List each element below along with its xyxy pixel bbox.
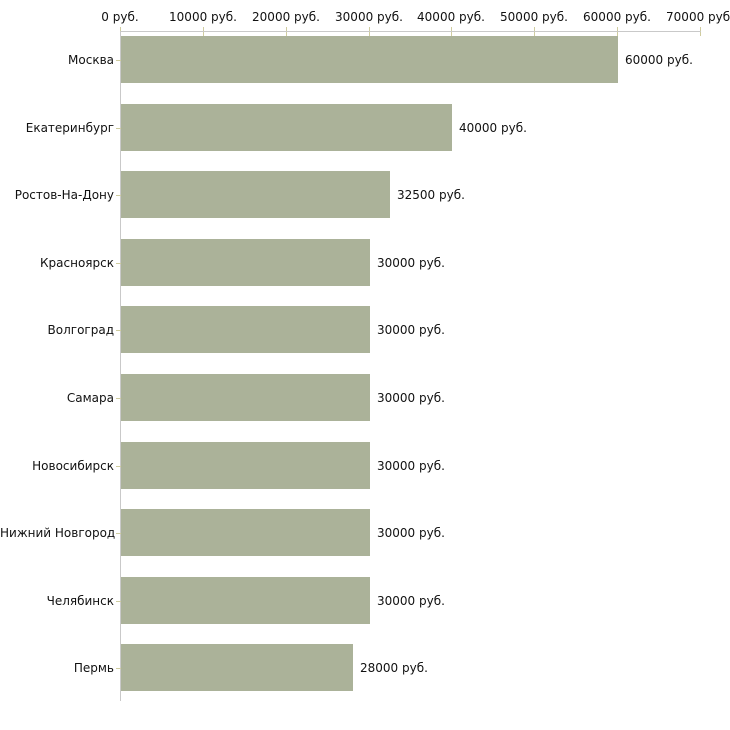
- value-label: 60000 руб.: [625, 53, 693, 67]
- x-tick-label: 20000 руб.: [252, 10, 320, 24]
- y-axis-line: [120, 31, 121, 701]
- bar-2: [121, 104, 452, 151]
- bar-1: [121, 36, 618, 83]
- category-label: Новосибирск: [32, 459, 114, 473]
- x-tick-label: 40000 руб.: [417, 10, 485, 24]
- bar-6: [121, 374, 370, 421]
- y-tick-mark: [116, 398, 121, 399]
- category-label: Самара: [66, 391, 114, 405]
- x-tick-label: 60000 руб.: [583, 10, 651, 24]
- category-label: Екатеринбург: [25, 121, 114, 135]
- category-label: Пермь: [73, 661, 114, 675]
- bar-4: [121, 239, 370, 286]
- bar-9: [121, 577, 370, 624]
- y-tick-mark: [116, 195, 121, 196]
- bar-10: [121, 644, 353, 691]
- value-label: 30000 руб.: [377, 526, 445, 540]
- value-label: 30000 руб.: [377, 594, 445, 608]
- bar-7: [121, 442, 370, 489]
- value-label: 40000 руб.: [459, 121, 527, 135]
- value-label: 28000 руб.: [360, 661, 428, 675]
- bar-3: [121, 171, 390, 218]
- value-label: 30000 руб.: [377, 256, 445, 270]
- bar-8: [121, 509, 370, 556]
- y-tick-mark: [116, 330, 121, 331]
- category-label: Нижний Новгород: [0, 526, 116, 540]
- bar-5: [121, 306, 370, 353]
- x-tick-label: 50000 руб.: [500, 10, 568, 24]
- x-tick-label: 70000 руб.: [666, 10, 730, 24]
- y-tick-mark: [116, 533, 121, 534]
- y-tick-mark: [116, 60, 121, 61]
- category-label: Ростов-На-Дону: [14, 188, 114, 202]
- y-tick-mark: [116, 668, 121, 669]
- y-tick-mark: [116, 601, 121, 602]
- category-label: Челябинск: [46, 594, 114, 608]
- x-axis-line: [120, 31, 701, 32]
- value-label: 30000 руб.: [377, 323, 445, 337]
- category-label: Красноярск: [40, 256, 114, 270]
- value-label: 30000 руб.: [377, 459, 445, 473]
- value-label: 32500 руб.: [397, 188, 465, 202]
- value-label: 30000 руб.: [377, 391, 445, 405]
- x-tick-label: 30000 руб.: [335, 10, 403, 24]
- category-label: Москва: [68, 53, 114, 67]
- x-tick-label: 0 руб.: [101, 10, 139, 24]
- y-tick-mark: [116, 128, 121, 129]
- category-label: Волгоград: [47, 323, 114, 337]
- y-tick-mark: [116, 263, 121, 264]
- y-tick-mark: [116, 466, 121, 467]
- x-tick-label: 10000 руб.: [169, 10, 237, 24]
